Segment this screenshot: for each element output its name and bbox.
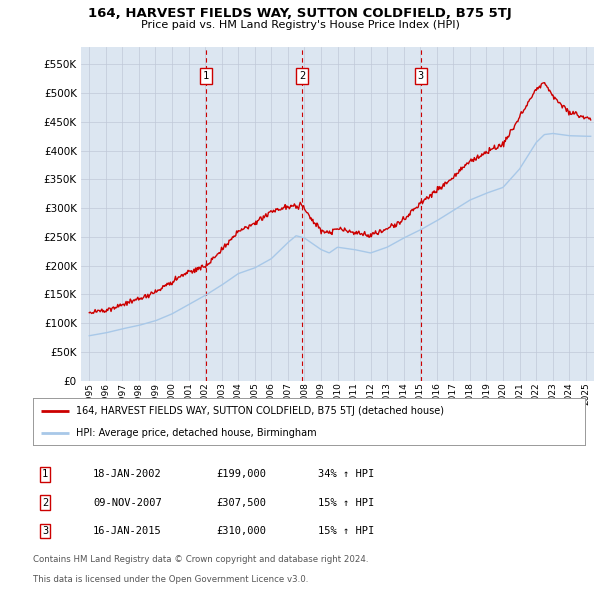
Text: Price paid vs. HM Land Registry's House Price Index (HPI): Price paid vs. HM Land Registry's House …: [140, 20, 460, 30]
Text: 1: 1: [203, 71, 209, 81]
Text: 3: 3: [42, 526, 48, 536]
Text: 164, HARVEST FIELDS WAY, SUTTON COLDFIELD, B75 5TJ (detached house): 164, HARVEST FIELDS WAY, SUTTON COLDFIEL…: [76, 406, 444, 416]
Text: £310,000: £310,000: [216, 526, 266, 536]
Text: HPI: Average price, detached house, Birmingham: HPI: Average price, detached house, Birm…: [76, 428, 317, 438]
Text: 2: 2: [42, 498, 48, 507]
Text: 15% ↑ HPI: 15% ↑ HPI: [318, 526, 374, 536]
Text: Contains HM Land Registry data © Crown copyright and database right 2024.: Contains HM Land Registry data © Crown c…: [33, 555, 368, 564]
Text: 3: 3: [418, 71, 424, 81]
Text: 164, HARVEST FIELDS WAY, SUTTON COLDFIELD, B75 5TJ: 164, HARVEST FIELDS WAY, SUTTON COLDFIEL…: [88, 7, 512, 20]
Text: £307,500: £307,500: [216, 498, 266, 507]
Text: 18-JAN-2002: 18-JAN-2002: [93, 470, 162, 479]
Text: 15% ↑ HPI: 15% ↑ HPI: [318, 498, 374, 507]
Text: 2: 2: [299, 71, 305, 81]
Text: £199,000: £199,000: [216, 470, 266, 479]
Text: 34% ↑ HPI: 34% ↑ HPI: [318, 470, 374, 479]
Text: 1: 1: [42, 470, 48, 479]
Text: 09-NOV-2007: 09-NOV-2007: [93, 498, 162, 507]
Text: 16-JAN-2015: 16-JAN-2015: [93, 526, 162, 536]
Text: This data is licensed under the Open Government Licence v3.0.: This data is licensed under the Open Gov…: [33, 575, 308, 584]
